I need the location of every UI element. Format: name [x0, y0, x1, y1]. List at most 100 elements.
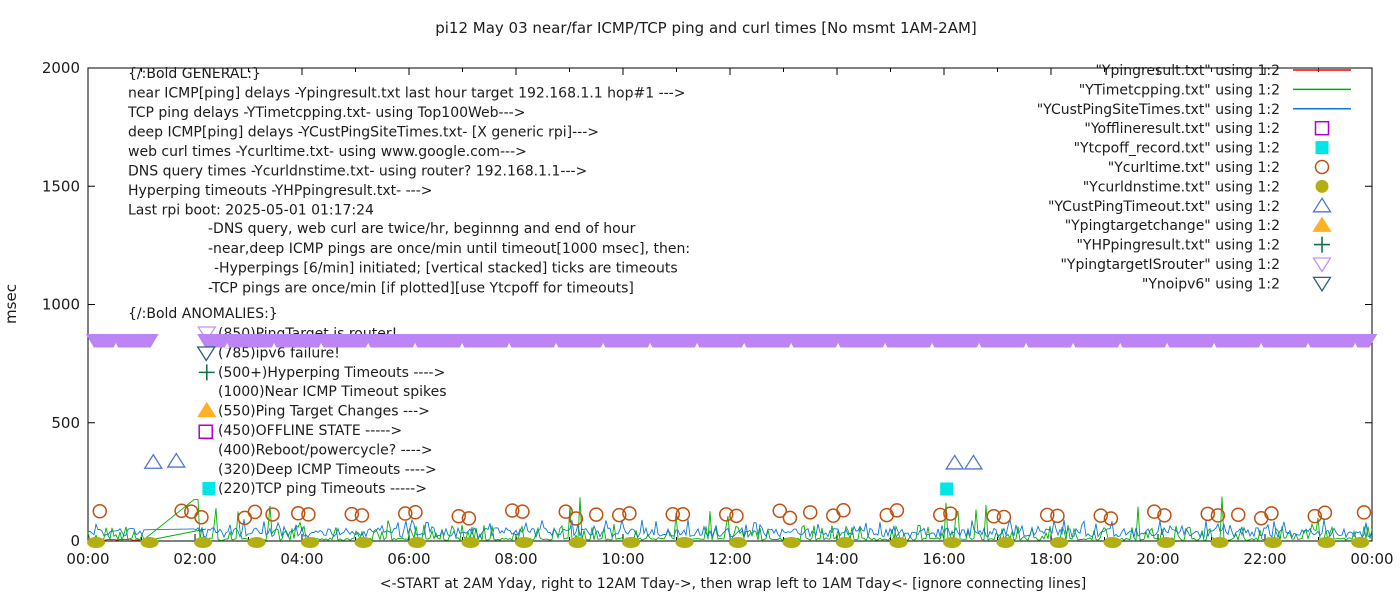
curl-time-point — [826, 508, 841, 523]
curl-time-point — [92, 504, 108, 519]
curl-time-point — [612, 507, 627, 523]
marker-Ytcpoff_recordtxt — [940, 482, 954, 496]
band-notch — [694, 343, 700, 348]
dns-time-blob — [408, 537, 427, 548]
x-tick-label: 18:00 — [1029, 550, 1072, 568]
dns-time-blob — [729, 537, 748, 548]
x-tick-label: 12:00 — [708, 550, 751, 568]
curl-time-point — [996, 509, 1012, 525]
band-notch — [1164, 343, 1170, 348]
y-axis-label: msec — [2, 284, 20, 324]
band-notch — [647, 343, 653, 348]
legend-label: "YTimetcpping.txt" using 1:2 — [1079, 82, 1280, 98]
legend-label: "YpingtargetISrouter" using 1:2 — [1060, 257, 1280, 273]
curl-time-point — [174, 503, 189, 519]
anomaly-line: (220)TCP ping Timeouts -----> — [218, 481, 427, 497]
curl-time-point — [398, 506, 413, 521]
band-notch — [506, 343, 512, 348]
band-notch — [1305, 343, 1311, 348]
dns-time-blob — [1317, 537, 1336, 548]
curl-time-point — [558, 504, 574, 519]
general-indented-line: -near,deep ICMP pings are once/min until… — [208, 241, 690, 257]
curl-time-point — [1103, 511, 1119, 526]
dns-time-blob — [515, 537, 534, 548]
curl-time-point — [782, 510, 798, 526]
band-notch — [976, 343, 982, 348]
legend-marker-triangle-down-open — [1312, 276, 1332, 293]
legend-marker-triangle-up-open — [1312, 197, 1332, 213]
band-notch — [113, 343, 119, 348]
general-line: Last rpi boot: 2025-05-01 01:17:24 — [128, 203, 374, 219]
band-notch — [318, 343, 324, 348]
curl-time-point — [729, 508, 744, 524]
x-tick-label: 14:00 — [815, 550, 858, 568]
curl-time-point — [1231, 507, 1246, 522]
marker-YHPpingresulttxt — [198, 364, 215, 381]
marker-Ypingtargetchange — [197, 401, 217, 418]
curl-time-point — [622, 506, 637, 521]
band-notch — [882, 343, 888, 348]
dns-time-blob — [1103, 537, 1122, 548]
general-indented-line: -DNS query, web curl are twice/hr, begin… — [208, 221, 636, 237]
curl-time-point — [1200, 506, 1216, 522]
legend-label: "YHPpingresult.txt" using 1:2 — [1076, 238, 1280, 254]
legend-marker-plus — [1314, 236, 1330, 253]
y-tick-label: 1000 — [42, 296, 80, 314]
x-tick-label: 20:00 — [1136, 550, 1179, 568]
legend-label: "YCustPingSiteTimes.txt" using 1:2 — [1037, 102, 1280, 118]
legend-marker-square-filled — [1315, 141, 1329, 155]
curl-time-point — [589, 507, 604, 522]
series-trace-YCustPingSiteTimestxt — [87, 518, 1373, 539]
legend-label: "YCustPingTimeout.txt" using 1:2 — [1048, 199, 1280, 215]
pingtarget-isrouter-band — [197, 334, 1378, 348]
x-tick-label: 22:00 — [1243, 550, 1286, 568]
marker-YCustPingTimeouttxt — [143, 453, 163, 469]
band-notch — [788, 343, 794, 348]
pingtarget-isrouter-label-marker — [197, 326, 217, 342]
marker-YCustPingTimeouttxt — [945, 454, 965, 470]
dns-time-blob — [461, 537, 480, 548]
curl-time-point — [291, 506, 306, 521]
curl-time-point — [1356, 505, 1372, 520]
curl-time-point — [933, 507, 948, 523]
curl-time-point — [505, 503, 520, 518]
legend-marker-square-open — [1314, 120, 1330, 136]
marker-YCustPingTimeouttxt — [963, 454, 984, 470]
x-tick-label: 04:00 — [280, 550, 323, 568]
legend-label: "Ynoipv6" using 1:2 — [1142, 276, 1280, 292]
curl-time-point — [665, 507, 681, 522]
curl-time-point — [247, 504, 263, 520]
band-notch — [459, 343, 465, 348]
legend-label: "Ytcpoff_record.txt" using 1:2 — [1074, 141, 1280, 157]
chart-title: pi12 May 03 near/far ICMP/TCP ping and c… — [435, 19, 977, 37]
curl-time-point — [194, 509, 209, 525]
marker-Ynoipv6 — [196, 346, 216, 362]
band-notch — [929, 343, 935, 348]
band-notch — [741, 343, 747, 348]
dns-time-blob — [301, 537, 320, 548]
general-header: {/:Bold GENERAL:} — [128, 66, 261, 82]
curl-time-point — [1093, 508, 1109, 523]
curl-time-point — [265, 507, 280, 522]
chart-render-layer: 00:00 02:00 04:00 06:00 08:00 10:00 12:00 14:00… — [42, 59, 1394, 568]
band-notch — [1070, 343, 1076, 348]
dns-time-blob — [1264, 537, 1283, 548]
y-tick-label: 500 — [51, 414, 80, 432]
general-line: Hyperping timeouts -YHPpingresult.txt- -… — [128, 183, 433, 199]
curl-time-point — [515, 504, 530, 519]
x-tick-label: 02:00 — [173, 550, 216, 568]
dns-time-blob — [1210, 537, 1229, 548]
anomaly-line: (500+)Hyperping Timeouts ----> — [218, 365, 445, 381]
curl-time-point — [568, 511, 584, 526]
band-notch — [1023, 343, 1029, 348]
dns-time-blob — [1351, 537, 1370, 548]
curl-time-point — [1264, 506, 1279, 521]
band-notch — [1352, 343, 1358, 348]
curl-time-point — [675, 507, 691, 522]
dns-time-blob — [622, 537, 641, 548]
anomaly-line: (785)ipv6 failure! — [218, 345, 340, 361]
curl-time-point — [451, 508, 467, 524]
band-notch — [271, 343, 277, 348]
